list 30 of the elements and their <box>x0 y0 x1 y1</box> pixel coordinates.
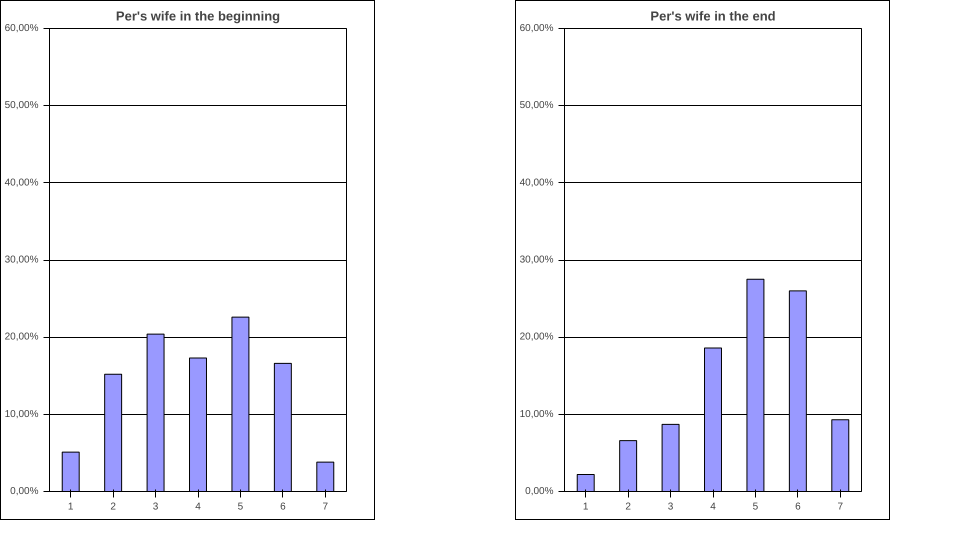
y-tick-label: 10,00% <box>520 408 554 420</box>
x-tick-label: 4 <box>195 502 202 512</box>
x-tick-label: 7 <box>322 502 329 512</box>
y-tick-label: 50,00% <box>520 100 554 112</box>
x-tick-label: 3 <box>668 502 674 512</box>
x-tick-label: 6 <box>795 502 802 512</box>
x-tick-label: 3 <box>152 502 159 512</box>
x-tick-label: 1 <box>68 502 74 512</box>
y-tick-label: 0,00% <box>525 486 554 497</box>
x-tick-label: 1 <box>582 502 589 512</box>
x-tick-label: 5 <box>238 502 244 512</box>
y-tick-label: 40,00% <box>520 177 554 188</box>
y-tick-label: 20,00% <box>520 332 554 343</box>
x-tick-label: 2 <box>110 502 116 512</box>
x-tick-label: 6 <box>280 502 286 512</box>
chart-title: Per's wife in the beginning <box>116 8 280 24</box>
x-tick-label: 7 <box>838 502 844 512</box>
chart-title: Per's wife in the end <box>650 8 776 24</box>
y-tick-label: 60,00% <box>4 23 39 34</box>
x-tick-label: 4 <box>710 502 716 512</box>
y-tick-label: 30,00% <box>520 254 554 266</box>
y-tick-label: 10,00% <box>4 408 39 420</box>
y-tick-label: 20,00% <box>4 332 39 343</box>
x-tick-label: 2 <box>625 502 632 512</box>
y-tick-label: 0,00% <box>10 486 39 497</box>
y-tick-label: 60,00% <box>520 23 554 34</box>
x-tick-label: 5 <box>752 502 759 512</box>
y-tick-label: 30,00% <box>4 254 39 266</box>
y-tick-label: 40,00% <box>4 177 39 188</box>
y-tick-label: 50,00% <box>4 100 39 112</box>
